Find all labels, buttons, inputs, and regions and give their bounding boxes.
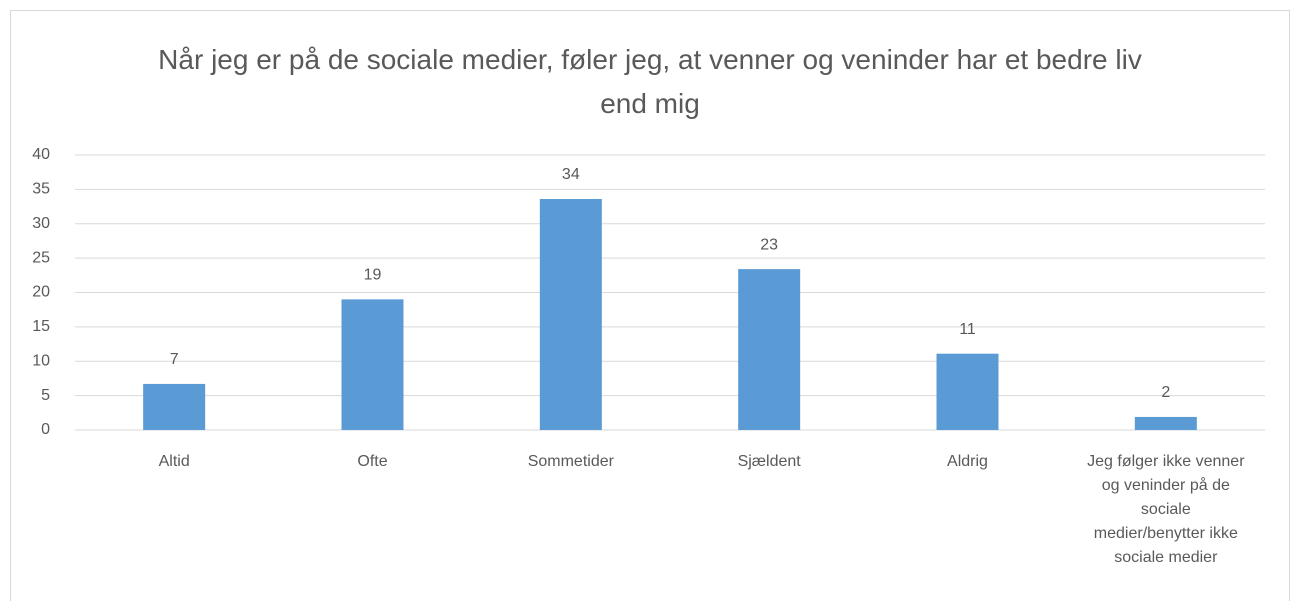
data-label: 23 [760, 236, 778, 253]
y-tick-label: 40 [32, 146, 50, 163]
y-tick-label: 25 [32, 249, 50, 266]
x-tick-label: Ofte [357, 453, 388, 470]
y-tick-label: 20 [32, 284, 50, 301]
x-tick-label: Sommetider [527, 453, 614, 470]
y-tick-label: 15 [32, 318, 50, 335]
data-label: 2 [1161, 384, 1170, 401]
x-tick-label: Aldrig [947, 453, 988, 470]
bar [936, 353, 999, 430]
bar [143, 383, 206, 430]
bar [738, 269, 801, 430]
y-tick-label: 30 [32, 215, 50, 232]
y-tick-label: 5 [41, 387, 50, 404]
data-label: 11 [959, 321, 976, 338]
data-label: 19 [364, 267, 382, 284]
chart-title: Når jeg er på de sociale medier, føler j… [158, 44, 1142, 119]
bar [1134, 416, 1197, 430]
y-tick-label: 35 [32, 181, 50, 198]
x-tick-label: Altid [158, 453, 190, 470]
data-label: 34 [562, 166, 580, 183]
bar [341, 299, 404, 430]
data-label: 7 [170, 351, 179, 368]
y-tick-label: 0 [41, 421, 50, 438]
x-tick-label: Jeg følger ikke venner og veninder på de… [1087, 453, 1245, 566]
bar [539, 199, 602, 430]
x-tick-label: Sjældent [737, 453, 801, 470]
chart-frame [10, 10, 1290, 601]
y-tick-label: 10 [32, 352, 50, 369]
